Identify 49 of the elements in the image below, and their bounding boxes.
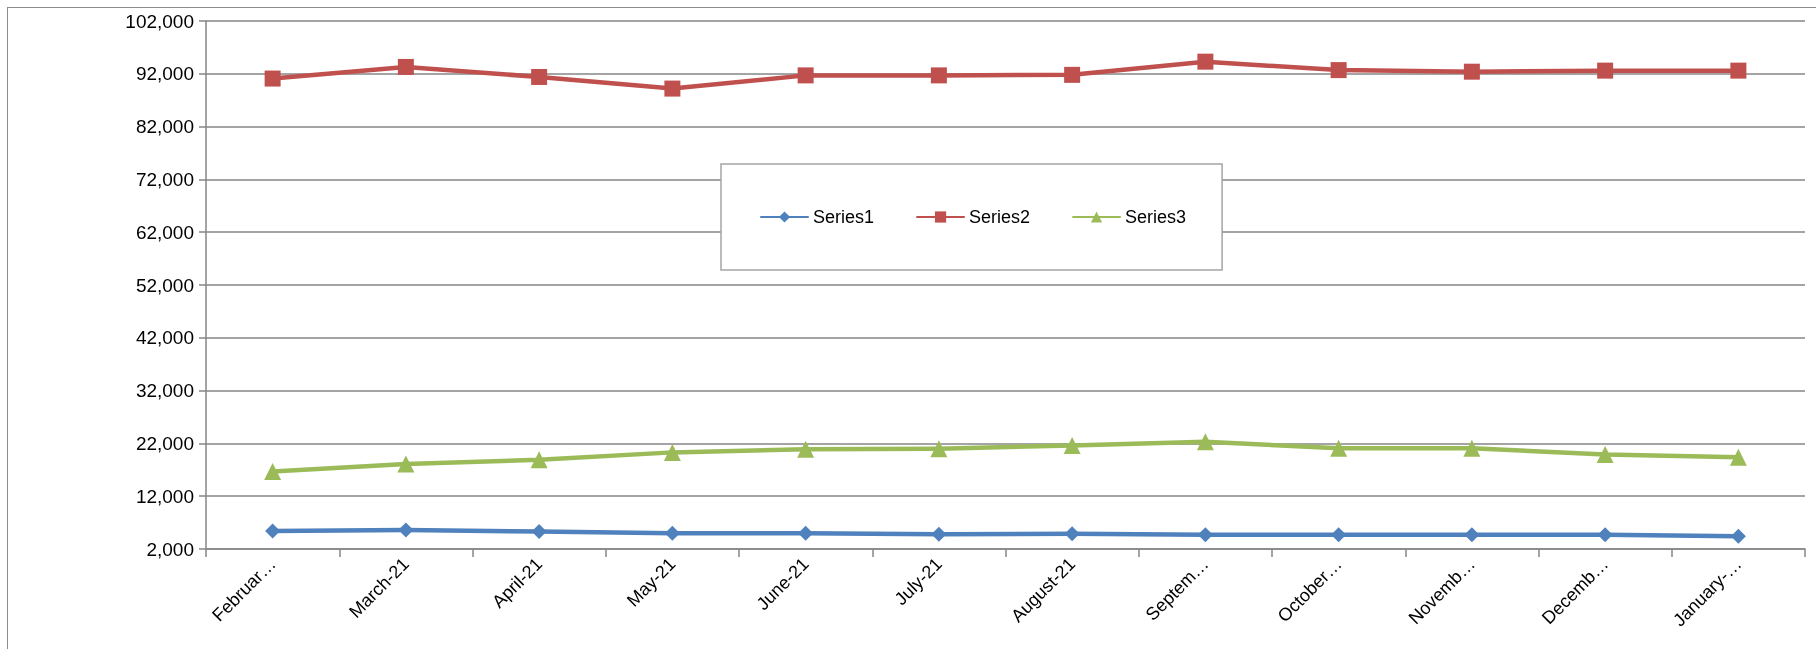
legend-label: Series2 [969, 207, 1031, 227]
y-tick-label: 12,000 [135, 485, 194, 507]
point [1463, 63, 1480, 80]
point [1730, 528, 1746, 544]
point [1729, 448, 1747, 466]
y-tick-label: 82,000 [135, 116, 194, 138]
y-tick-label: 62,000 [135, 221, 194, 243]
point [1063, 437, 1081, 455]
point [1064, 66, 1081, 83]
point [1197, 53, 1214, 70]
y-tick-label: 22,000 [135, 432, 194, 454]
point [531, 68, 548, 85]
point [930, 440, 948, 458]
y-tick-label: 92,000 [135, 63, 194, 85]
point [398, 522, 414, 538]
point [397, 455, 415, 473]
point [664, 525, 680, 541]
point [797, 67, 814, 84]
point [798, 525, 814, 541]
point [1196, 433, 1214, 451]
point [930, 67, 947, 84]
point [1197, 527, 1213, 543]
point [264, 70, 281, 87]
point [1463, 439, 1481, 457]
y-tick-label: 42,000 [135, 327, 194, 349]
y-tick-label: 32,000 [135, 380, 194, 402]
legend-label: Series3 [1125, 207, 1187, 227]
y-tick-label: 72,000 [135, 168, 194, 190]
legend-label: Series1 [813, 207, 875, 227]
point [530, 451, 548, 469]
y-tick-label: 2,000 [146, 538, 194, 560]
point [1596, 445, 1614, 463]
point [1331, 527, 1347, 543]
point [1464, 527, 1480, 543]
point [797, 440, 815, 458]
point [397, 58, 414, 75]
y-tick-label: 102,000 [125, 10, 194, 32]
point [1597, 62, 1614, 79]
point [664, 80, 681, 97]
point [1064, 526, 1080, 542]
point [264, 462, 282, 480]
point [931, 526, 947, 542]
point [663, 443, 681, 461]
point [1330, 439, 1348, 457]
point [1730, 62, 1747, 79]
y-tick-label: 52,000 [135, 274, 194, 296]
point [531, 524, 547, 540]
point [1597, 527, 1613, 543]
point [1330, 62, 1347, 79]
